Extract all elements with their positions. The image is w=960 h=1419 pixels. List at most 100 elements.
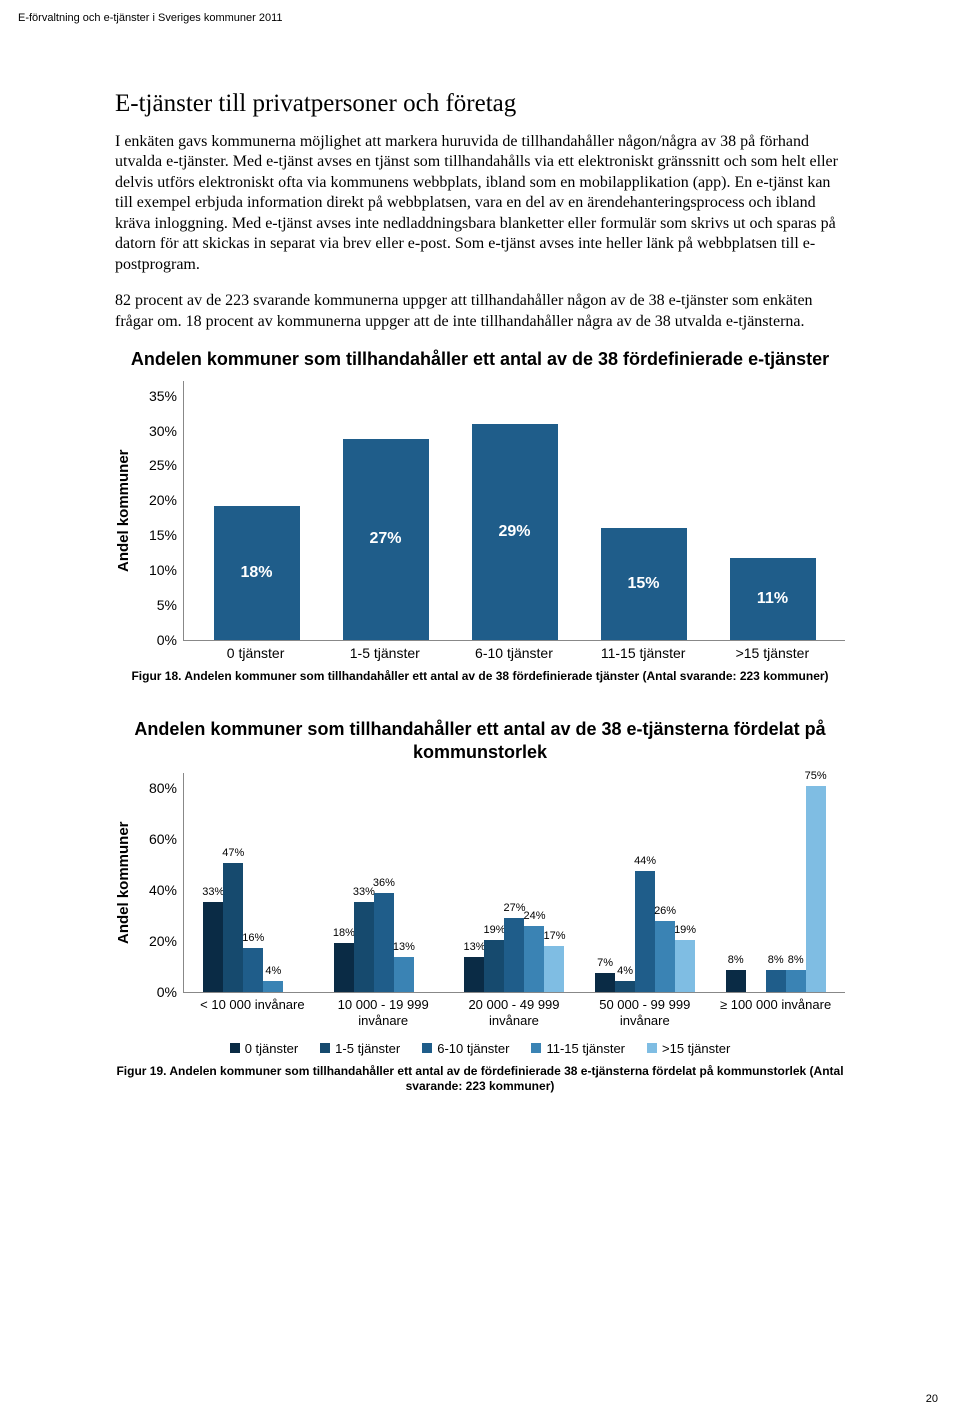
bar: 4% (263, 981, 283, 992)
legend-item: >15 tjänster (647, 1041, 730, 1056)
bar-value: 18% (333, 927, 355, 939)
chart-1-yaxis: 35%30%25%20%15%10%5%0% (137, 381, 183, 641)
bar-value: 17% (543, 930, 565, 942)
legend-label: 6-10 tjänster (437, 1041, 509, 1056)
bar-value: 7% (597, 957, 613, 969)
ytick: 15% (137, 527, 177, 543)
ytick: 40% (137, 882, 177, 898)
bar-value: 13% (393, 941, 415, 953)
bar-rect: 18% (214, 506, 300, 640)
bar: 17% (544, 946, 564, 993)
legend-item: 11-15 tjänster (531, 1041, 625, 1056)
legend-label: >15 tjänster (662, 1041, 730, 1056)
bar-value: 26% (654, 905, 676, 917)
chart-2-caption: Figur 19. Andelen kommuner som tillhanda… (115, 1064, 845, 1095)
paragraph-2: 82 procent av de 223 svarande kommunerna… (115, 291, 845, 332)
bar-value: 27% (503, 902, 525, 914)
bar-value: 27% (369, 530, 401, 548)
chart-1-plot: 18% 27% 29% 15% 11% (183, 381, 845, 641)
bar: 19% (675, 940, 695, 992)
legend-item: 1-5 tjänster (320, 1041, 400, 1056)
bar-group: 18%33%36%13% (326, 893, 441, 992)
bar-value: 13% (463, 941, 485, 953)
bar-value: 44% (634, 855, 656, 867)
bar: 8% (726, 970, 746, 992)
bar-rect: 29% (472, 424, 558, 639)
bar-value: 8% (728, 954, 744, 966)
page: E-förvaltning och e-tjänster i Sveriges … (0, 0, 960, 1419)
running-header: E-förvaltning och e-tjänster i Sveriges … (18, 12, 283, 24)
chart-2-title: Andelen kommuner som tillhandahåller ett… (115, 718, 845, 763)
page-number: 20 (926, 1393, 938, 1405)
bar-value: 8% (788, 954, 804, 966)
ytick: 10% (137, 562, 177, 578)
xtick: 0 tjänster (201, 645, 311, 661)
legend-label: 11-15 tjänster (546, 1041, 625, 1056)
bar-value: 4% (617, 965, 633, 977)
bar: 33% (203, 902, 223, 993)
bar: 26% (655, 921, 675, 993)
bar-rect: 15% (601, 528, 687, 639)
ytick: 0% (137, 984, 177, 1000)
paragraph-1: I enkäten gavs kommunerna möjlighet att … (115, 132, 845, 275)
chart-1-xaxis: 0 tjänster 1-5 tjänster 6-10 tjänster 11-15… (183, 641, 845, 661)
bar: 4% (615, 981, 635, 992)
bar: 47% (223, 863, 243, 992)
ytick: 20% (137, 492, 177, 508)
bar-value: 19% (674, 924, 696, 936)
bar: 15% (601, 528, 687, 639)
ytick: 60% (137, 831, 177, 847)
legend-swatch (531, 1043, 541, 1053)
ytick: 20% (137, 933, 177, 949)
bar-group: 8%8%8%75% (718, 786, 833, 992)
bar-value: 24% (523, 910, 545, 922)
bar: 24% (524, 926, 544, 992)
xtick: 1-5 tjänster (330, 645, 440, 661)
legend-swatch (230, 1043, 240, 1053)
chart-1: Andelen kommuner som tillhandahåller ett… (115, 348, 845, 684)
xtick: 6-10 tjänster (459, 645, 569, 661)
chart-2-legend: 0 tjänster 1-5 tjänster 6-10 tjänster 11-15… (115, 1041, 845, 1056)
ytick: 30% (137, 423, 177, 439)
chart-2-ylabel: Andel kommuner (115, 773, 137, 993)
bar: 13% (464, 957, 484, 993)
chart-2-xaxis: < 10 000 invånare10 000 - 19 999 invånar… (183, 993, 845, 1028)
bar-value: 16% (242, 932, 264, 944)
bar-value: 4% (265, 965, 281, 977)
bar: 29% (472, 424, 558, 639)
bar: 36% (374, 893, 394, 992)
bar: 19% (484, 940, 504, 992)
bar: 18% (334, 943, 354, 993)
ytick: 80% (137, 780, 177, 796)
bar-value: 33% (202, 886, 224, 898)
bar-group: 33%47%16% 4% (196, 863, 311, 992)
xtick: < 10 000 invånare (195, 997, 310, 1028)
bar-value: 75% (805, 770, 827, 782)
bar-value: 29% (498, 523, 530, 541)
bar-value: 15% (627, 575, 659, 593)
bar: 75% (806, 786, 826, 992)
legend-label: 0 tjänster (245, 1041, 298, 1056)
bar: 44% (635, 871, 655, 992)
xtick: ≥ 100 000 invånare (718, 997, 833, 1028)
legend-swatch (320, 1043, 330, 1053)
chart-2-yaxis: 80%60%40%20%0% (137, 773, 183, 993)
bar: 13% (394, 957, 414, 993)
ytick: 25% (137, 457, 177, 473)
bar: 11% (730, 558, 816, 640)
chart-1-caption: Figur 18. Andelen kommuner som tillhanda… (115, 669, 845, 685)
bar-group: 7%4%44%26%19% (588, 871, 703, 992)
bar: 27% (343, 439, 429, 640)
legend-swatch (647, 1043, 657, 1053)
chart-1-ylabel: Andel kommuner (115, 381, 137, 641)
bar-value: 19% (483, 924, 505, 936)
bar-group: 13%19%27%24%17% (457, 918, 572, 992)
bar: 7% (595, 973, 615, 992)
bar: 18% (214, 506, 300, 640)
legend-item: 0 tjänster (230, 1041, 298, 1056)
bar-value: 18% (240, 564, 272, 582)
bar-value: 11% (757, 590, 788, 608)
xtick: 11-15 tjänster (588, 645, 698, 661)
chart-1-title: Andelen kommuner som tillhandahåller ett… (115, 348, 845, 371)
bar: 8% (766, 970, 786, 992)
